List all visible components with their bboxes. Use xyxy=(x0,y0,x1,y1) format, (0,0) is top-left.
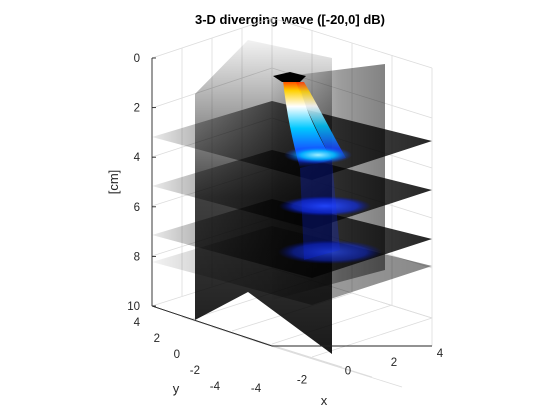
slice-z8 xyxy=(152,226,432,305)
beam-spot-z5 xyxy=(279,196,371,216)
z-axis-ticks: 0 2 4 6 8 10 xyxy=(127,53,156,313)
beam-spot-z3 xyxy=(284,146,352,164)
plot-box xyxy=(151,17,433,388)
probe-element xyxy=(273,72,306,82)
chart-title: 3-D diverging wave ([-20,0] dB) xyxy=(195,12,385,27)
y-tick-label: 2 xyxy=(154,333,160,345)
slice-z3 xyxy=(152,101,432,180)
x-tick-label: 2 xyxy=(391,357,397,369)
x-tick-label: -2 xyxy=(297,374,307,386)
beam-spot-z7 xyxy=(278,240,382,264)
y-tick-label: -2 xyxy=(190,365,200,377)
y-tick-label: 0 xyxy=(174,349,180,361)
x-tick-label: 0 xyxy=(345,366,351,378)
z-axis-label: [cm] xyxy=(106,170,121,195)
beam-column xyxy=(300,160,340,260)
y-axis-label: y xyxy=(173,381,180,396)
beam-volume xyxy=(278,80,382,264)
beam-cone-right xyxy=(296,82,346,162)
x-tick-label: 4 xyxy=(437,348,444,360)
beam-cone xyxy=(283,80,332,168)
z-tick-label: 0 xyxy=(134,53,140,65)
horizontal-slices xyxy=(152,101,432,305)
x-tick-label: -4 xyxy=(251,383,262,395)
y-tick-label: 4 xyxy=(134,317,141,329)
z-tick-label: 8 xyxy=(134,251,140,263)
axes-lines xyxy=(151,58,432,347)
z-tick-label: 4 xyxy=(134,152,141,164)
x-axis-ticks: -4 -2 0 2 4 xyxy=(251,348,444,395)
z-tick-label: 6 xyxy=(134,202,140,214)
z-tick-label: 10 xyxy=(127,301,140,313)
y-tick-label: -4 xyxy=(210,381,221,393)
y-axis-ticks: 4 2 0 -2 -4 xyxy=(134,317,221,393)
x-axis-label: x xyxy=(321,393,328,408)
z-tick-label: 2 xyxy=(134,103,140,115)
